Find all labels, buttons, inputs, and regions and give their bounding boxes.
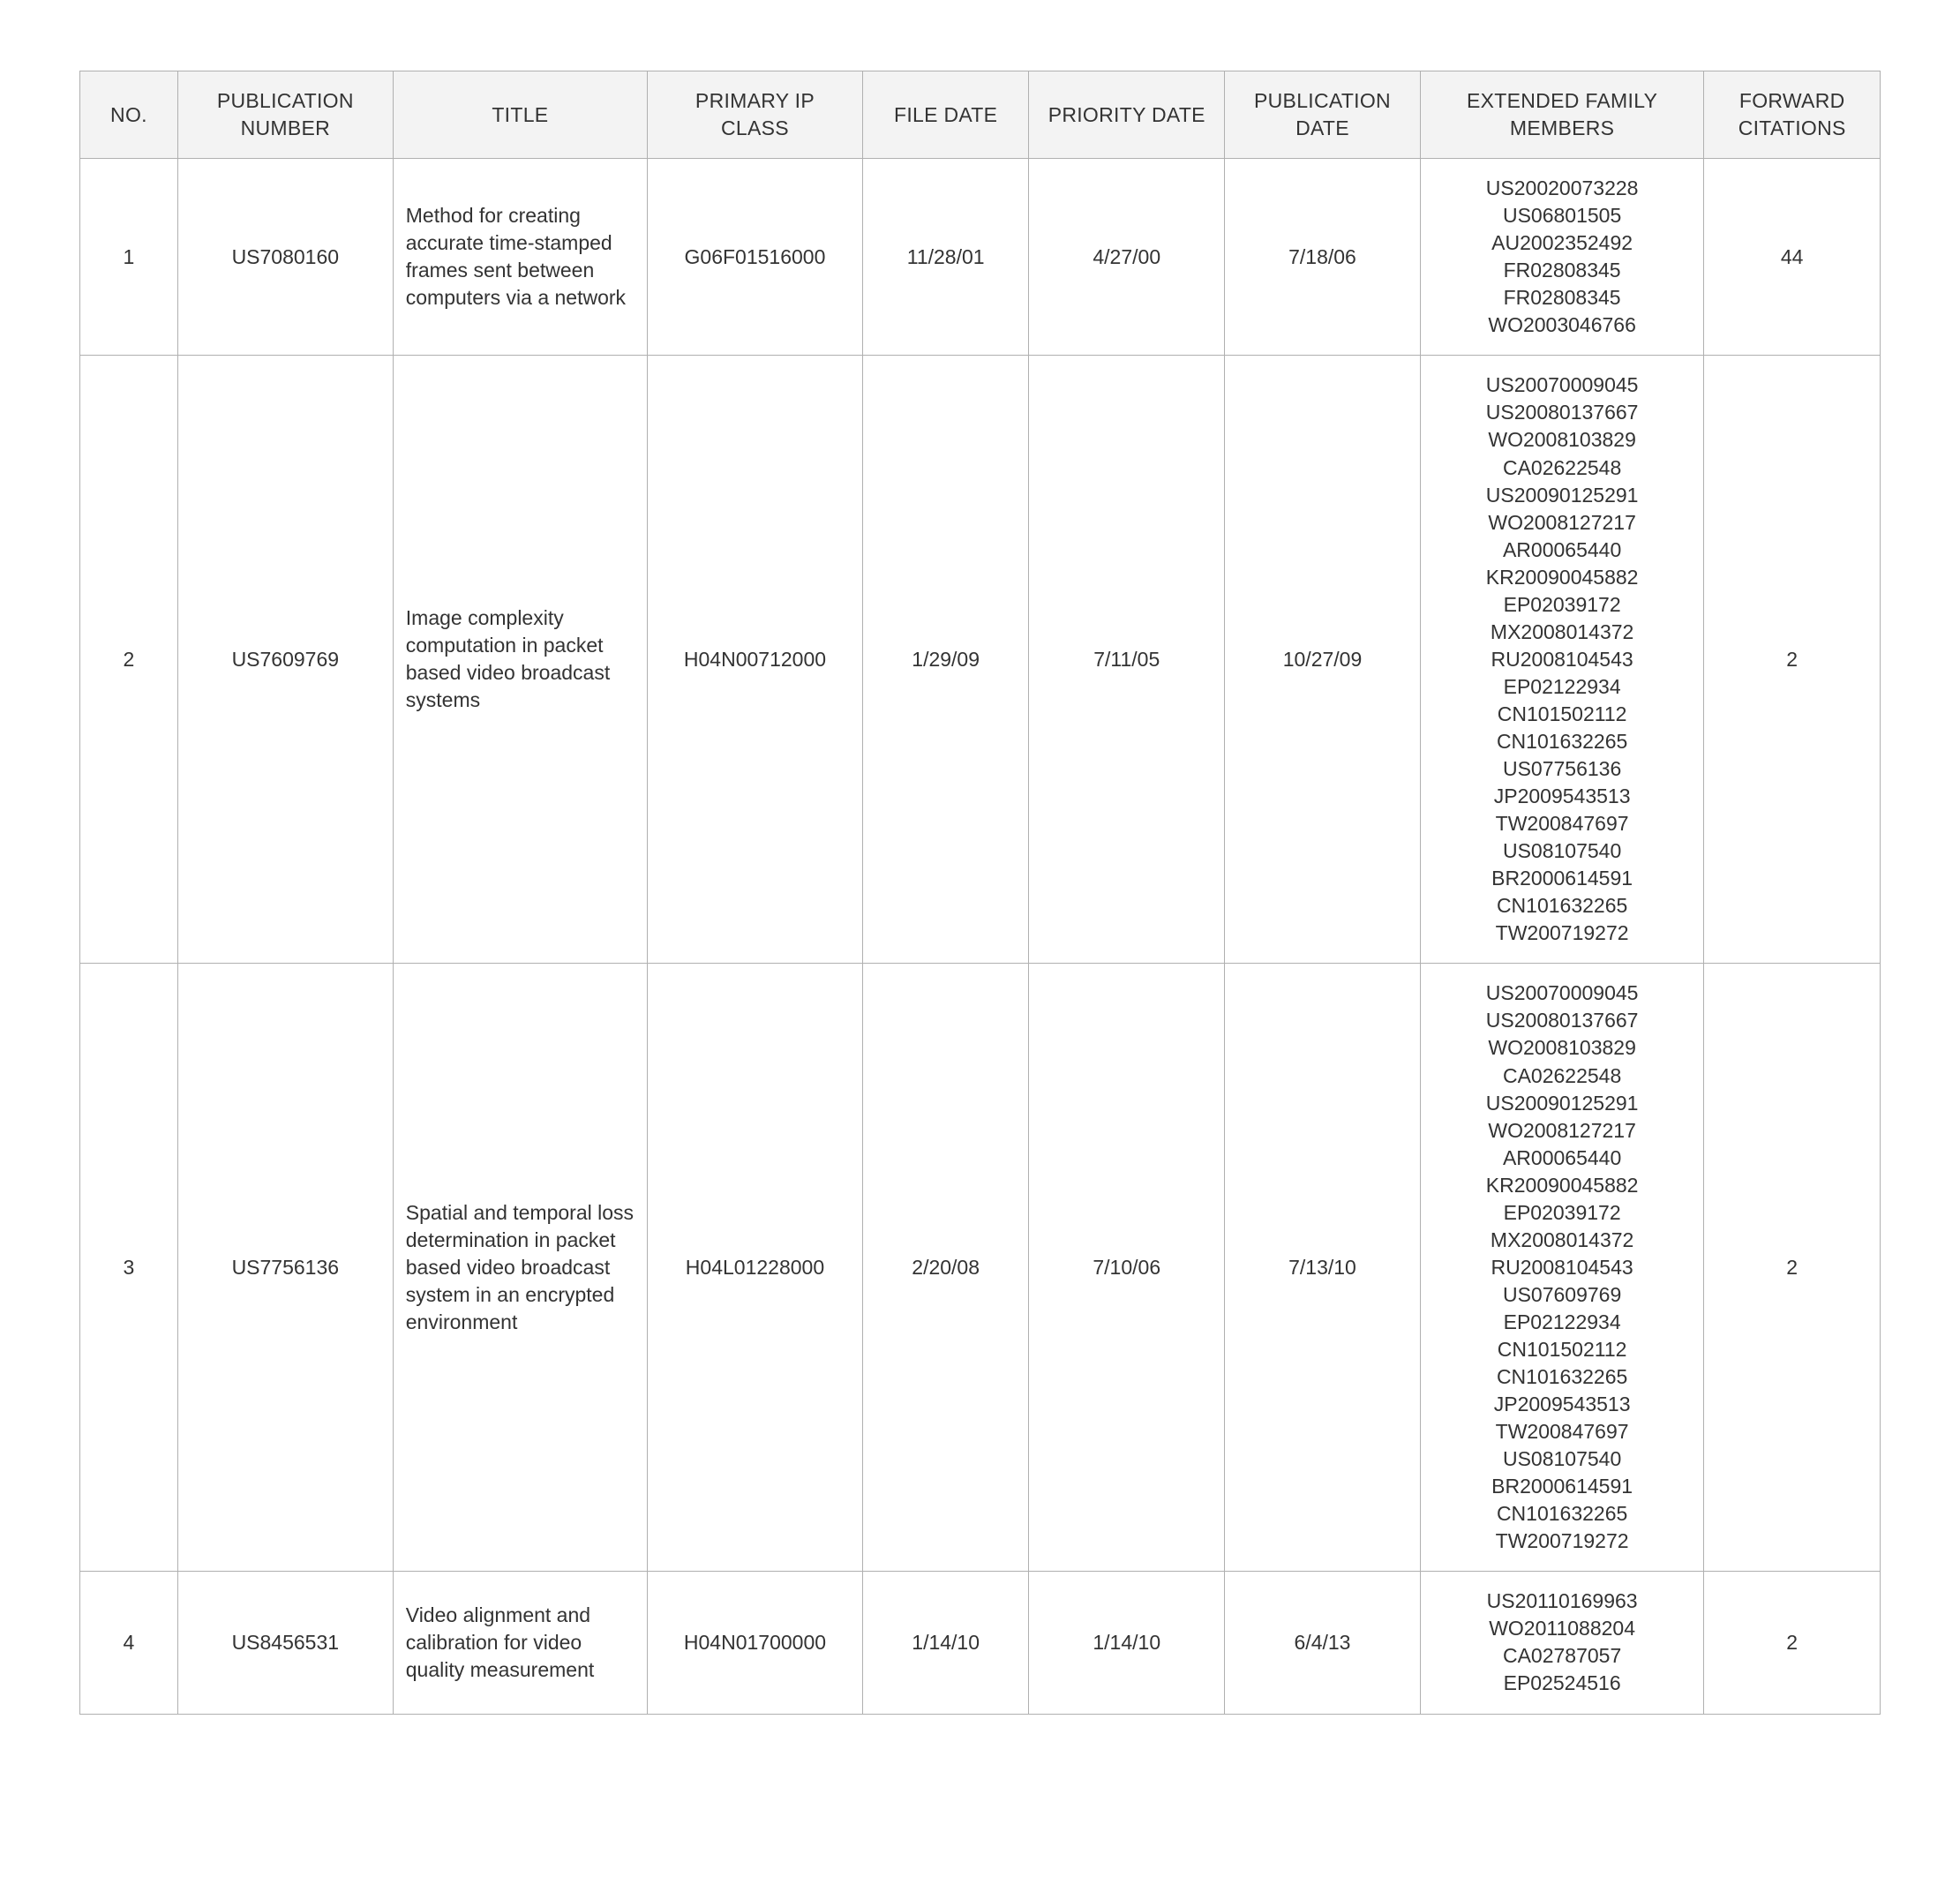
cell-primary-ip-class: H04N00712000 [648,356,863,964]
cell-file-date: 1/29/09 [862,356,1028,964]
cell-primary-ip-class: H04L01228000 [648,964,863,1572]
cell-priority-date: 7/11/05 [1029,356,1225,964]
cell-no: 3 [80,964,178,1572]
cell-publication-number: US7756136 [177,964,393,1572]
col-file-date: FILE DATE [862,71,1028,159]
cell-title: Spatial and temporal loss determination … [393,964,647,1572]
patent-table: NO. PUBLICATION NUMBER TITLE PRIMARY IP … [79,71,1881,1715]
cell-family-members: US20070009045 US20080137667 WO2008103829… [1420,356,1704,964]
cell-no: 2 [80,356,178,964]
table-row: 3US7756136Spatial and temporal loss dete… [80,964,1881,1572]
table-row: 1US7080160Method for creating accurate t… [80,159,1881,356]
cell-priority-date: 7/10/06 [1029,964,1225,1572]
cell-no: 4 [80,1572,178,1714]
cell-primary-ip-class: G06F01516000 [648,159,863,356]
cell-forward-citations: 2 [1704,1572,1881,1714]
table-header: NO. PUBLICATION NUMBER TITLE PRIMARY IP … [80,71,1881,159]
col-priority-date: PRIORITY DATE [1029,71,1225,159]
col-title: TITLE [393,71,647,159]
cell-publication-date: 7/13/10 [1225,964,1421,1572]
table-row: 4US8456531Video alignment and calibratio… [80,1572,1881,1714]
col-extended-family-members: EXTENDED FAMILY MEMBERS [1420,71,1704,159]
cell-no: 1 [80,159,178,356]
cell-family-members: US20070009045 US20080137667 WO2008103829… [1420,964,1704,1572]
cell-family-members: US20020073228 US06801505 AU2002352492 FR… [1420,159,1704,356]
cell-primary-ip-class: H04N01700000 [648,1572,863,1714]
cell-publication-date: 6/4/13 [1225,1572,1421,1714]
table-body: 1US7080160Method for creating accurate t… [80,159,1881,1714]
table-row: 2US7609769Image complexity computation i… [80,356,1881,964]
cell-priority-date: 1/14/10 [1029,1572,1225,1714]
cell-publication-date: 10/27/09 [1225,356,1421,964]
cell-publication-date: 7/18/06 [1225,159,1421,356]
cell-title: Video alignment and calibration for vide… [393,1572,647,1714]
col-forward-citations: FORWARD CITATIONS [1704,71,1881,159]
cell-file-date: 2/20/08 [862,964,1028,1572]
cell-forward-citations: 2 [1704,356,1881,964]
cell-file-date: 1/14/10 [862,1572,1028,1714]
cell-forward-citations: 2 [1704,964,1881,1572]
cell-publication-number: US8456531 [177,1572,393,1714]
cell-family-members: US20110169963 WO2011088204 CA02787057 EP… [1420,1572,1704,1714]
cell-priority-date: 4/27/00 [1029,159,1225,356]
col-publication-date: PUBLICATION DATE [1225,71,1421,159]
col-publication-number: PUBLICATION NUMBER [177,71,393,159]
col-primary-ip-class: PRIMARY IP CLASS [648,71,863,159]
cell-title: Image complexity computation in packet b… [393,356,647,964]
cell-publication-number: US7080160 [177,159,393,356]
cell-file-date: 11/28/01 [862,159,1028,356]
cell-forward-citations: 44 [1704,159,1881,356]
col-no: NO. [80,71,178,159]
cell-publication-number: US7609769 [177,356,393,964]
cell-title: Method for creating accurate time-stampe… [393,159,647,356]
